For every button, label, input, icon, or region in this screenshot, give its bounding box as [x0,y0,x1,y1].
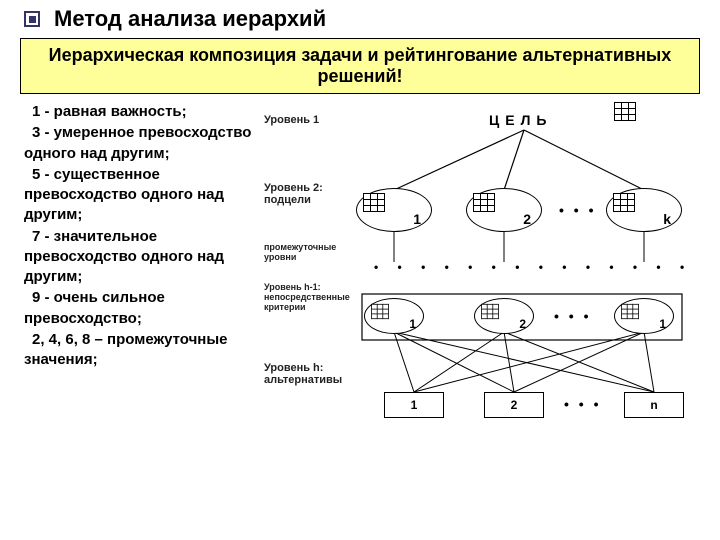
node-matrix [363,193,385,212]
levelh-node-2: 2 [484,392,544,418]
scale-item: 1 - равная важность; [24,102,264,122]
levelh-dots: • • • [564,396,601,412]
levelh1-node-1: 1 [364,298,424,334]
scale-legend: 1 - равная важность; 3 - умеренное прево… [24,102,264,371]
content-row: 1 - равная важность; 3 - умеренное прево… [0,98,720,371]
level2-dots: • • • [559,202,596,218]
node-num: 2 [523,211,531,227]
node-num: 2 [519,317,526,331]
subtitle-box: Иерархическая композиция задачи и рейтин… [20,38,700,94]
levelh1-node-last: 1 [614,298,674,334]
levelh1-dots: • • • [554,308,591,324]
node-num: k [663,211,671,227]
node-num: 1 [409,317,416,331]
node-matrix [621,304,639,319]
level2-node-2: 2 [466,188,542,232]
levelh-node-n: n [624,392,684,418]
levelh1-node-2: 2 [474,298,534,334]
scale-item: 7 - значительное превосходство одного на… [24,227,264,288]
scale-item: 2, 4, 6, 8 – промежуточные значения; [24,330,264,371]
node-num: 1 [413,211,421,227]
title-bullet-icon [24,11,40,27]
node-matrix [481,304,499,319]
node-num: 1 [659,317,666,331]
node-matrix [613,193,635,212]
mid-dots-row: • • • • • • • • • • • • • • [374,260,692,274]
levelh-node-1: 1 [384,392,444,418]
scale-item: 5 - существенное превосходство одного на… [24,165,264,226]
scale-item: 9 - очень сильное превосходство; [24,288,264,329]
node-matrix [473,193,495,212]
hierarchy-diagram: Уровень 1 Уровень 2: подцели промежуточн… [264,102,706,371]
level2-node-k: k [606,188,682,232]
page-title: Метод анализа иерархий [54,6,326,32]
title-row: Метод анализа иерархий [0,0,720,34]
scale-item: 3 - умеренное превосходство одного над д… [24,123,264,164]
level2-node-1: 1 [356,188,432,232]
node-matrix [371,304,389,319]
